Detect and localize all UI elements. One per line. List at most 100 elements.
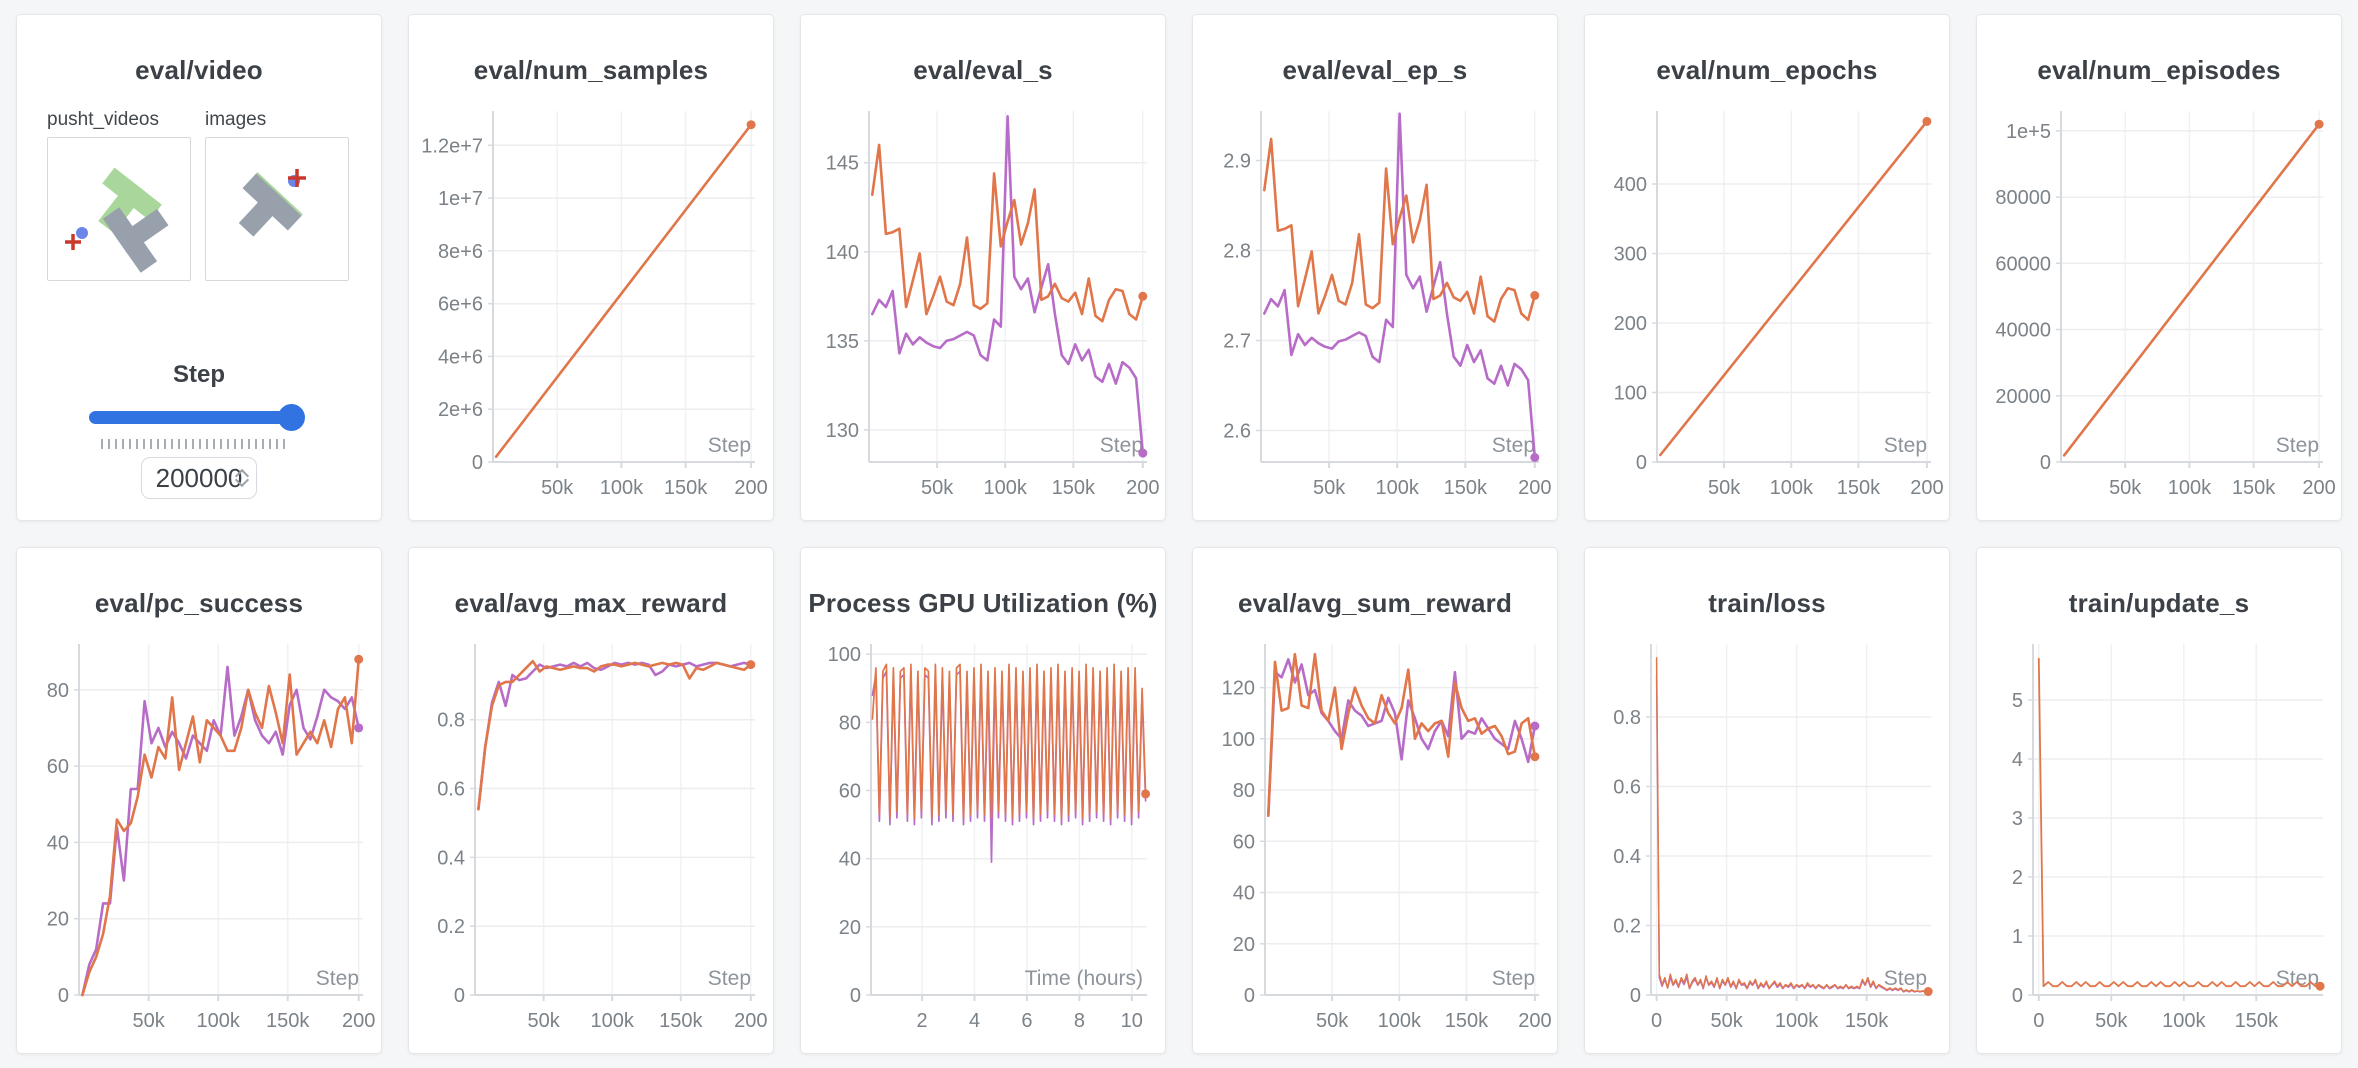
svg-text:Step: Step [2276,434,2319,457]
svg-text:200: 200 [342,1010,375,1032]
svg-text:2: 2 [917,1010,928,1032]
panel-title: eval/eval_s [913,55,1053,85]
svg-text:Step: Step [708,967,751,990]
svg-text:20: 20 [839,917,861,939]
svg-text:2.6: 2.6 [1223,421,1251,443]
panel-train-update-s: train/update_s 0 1 2 3 4 5 0 50k 100k 150k Step [1976,547,2342,1054]
thumbnail-label-pusht-videos: pusht_videos [47,109,159,130]
svg-text:50k: 50k [921,477,954,499]
svg-text:20: 20 [1233,934,1255,956]
panel-title: eval/num_episodes [2037,55,2281,85]
svg-text:10: 10 [1121,1010,1143,1032]
svg-text:0: 0 [454,985,465,1007]
svg-text:Step: Step [1884,967,1927,990]
step-slider[interactable] [89,403,305,431]
chart-eval-eval-s[interactable]: 130 135 140 145 50k 100k 150k 200 Step [811,103,1159,512]
panel-title: eval/num_epochs [1656,55,1878,85]
svg-text:0.8: 0.8 [1613,707,1641,729]
panel-title: train/loss [1708,588,1826,618]
svg-text:150k: 150k [1052,477,1096,499]
chart-train-update-s[interactable]: 0 1 2 3 4 5 0 50k 100k 150k Step [1987,636,2333,1045]
panel-eval-eval-ep-s: eval/eval_ep_s 2.6 2.7 2.8 2.9 50k 100k 150k 20… [1192,14,1558,521]
svg-text:0.2: 0.2 [1613,916,1641,938]
svg-text:150k: 150k [1837,477,1881,499]
svg-text:20: 20 [47,909,69,931]
chart-eval-avg-sum-reward[interactable]: 0 20 40 60 80 100 120 50k 100k 150k 200 Step [1203,636,1551,1045]
slider-tick-ruler [101,439,289,449]
svg-text:50k: 50k [1313,477,1346,499]
svg-text:20000: 20000 [1995,386,2051,408]
svg-text:1.2e+7: 1.2e+7 [421,135,483,157]
slider-track[interactable] [89,411,301,424]
chart-eval-num-episodes[interactable]: 0 20000 40000 60000 80000 1e+5 50k 100k 150k 200 S… [1987,103,2335,512]
svg-text:200: 200 [1518,477,1551,499]
chart-eval-num-samples[interactable]: 0 2e+6 4e+6 6e+6 8e+6 1e+7 1.2e+7 50k 100k 150k 20… [419,103,767,512]
chart-process-gpu-utilization[interactable]: 0 20 40 60 80 100 2 4 6 8 10 Time (hours) [811,636,1157,1045]
pusht-videos-thumbnail[interactable] [47,137,191,281]
svg-text:Step: Step [708,434,751,457]
svg-text:0.6: 0.6 [1613,777,1641,799]
slider-handle[interactable] [278,404,305,431]
svg-text:40: 40 [47,832,69,854]
svg-text:40: 40 [1233,883,1255,905]
svg-text:200: 200 [1518,1010,1551,1032]
svg-text:50k: 50k [527,1010,560,1032]
svg-text:80: 80 [839,712,861,734]
svg-text:100k: 100k [984,477,1028,499]
svg-text:0.4: 0.4 [437,847,465,869]
svg-text:2.9: 2.9 [1223,151,1251,173]
svg-text:1e+5: 1e+5 [2006,121,2051,143]
svg-text:50k: 50k [1708,477,1741,499]
svg-text:Step: Step [1492,434,1535,457]
svg-text:100k: 100k [1378,1010,1422,1032]
svg-text:100k: 100k [600,477,644,499]
svg-text:0: 0 [2012,985,2023,1007]
svg-text:150k: 150k [664,477,708,499]
chart-eval-num-epochs[interactable]: 0 100 200 300 400 50k 100k 150k 200 Step [1595,103,1943,512]
svg-text:400: 400 [1614,174,1647,196]
svg-text:100k: 100k [2162,1010,2206,1032]
svg-text:150k: 150k [659,1010,703,1032]
panel-title: eval/avg_max_reward [454,588,728,618]
panel-process-gpu-utilization: Process GPU Utilization (%) 0 20 40 60 80 100… [800,547,1166,1054]
svg-text:120: 120 [1222,678,1255,700]
chart-train-loss[interactable]: 0 0.2 0.4 0.6 0.8 0 50k 100k 150k Step [1595,636,1941,1045]
svg-text:40: 40 [839,849,861,871]
chart-eval-eval-ep-s[interactable]: 2.6 2.7 2.8 2.9 50k 100k 150k 200 Step [1203,103,1551,512]
svg-text:0.8: 0.8 [437,710,465,732]
svg-text:50k: 50k [1316,1010,1349,1032]
svg-text:0: 0 [472,452,483,474]
svg-text:2.8: 2.8 [1223,241,1251,263]
svg-text:2: 2 [2012,867,2023,889]
step-input[interactable]: 200000 [141,457,257,499]
step-slider-label: Step [172,361,225,388]
panel-title: eval/avg_sum_reward [1237,588,1513,618]
svg-text:0: 0 [1651,1010,1662,1032]
svg-text:150k: 150k [266,1010,310,1032]
step-input-value: 200000 [155,462,243,493]
svg-text:150k: 150k [1444,477,1488,499]
svg-text:200: 200 [1614,313,1647,335]
svg-text:100: 100 [828,644,861,666]
panel-title: eval/num_samples [473,55,709,85]
pusht-video-frame-graphic [65,167,169,273]
svg-text:0: 0 [2040,452,2051,474]
svg-text:100: 100 [1222,729,1255,751]
step-input-spinner[interactable] [234,468,250,488]
svg-text:0: 0 [2033,1010,2044,1032]
image-frame-graphic [238,169,306,237]
svg-text:50k: 50k [2109,477,2142,499]
svg-text:200: 200 [1126,477,1159,499]
svg-text:60: 60 [839,781,861,803]
svg-text:6: 6 [1021,1010,1032,1032]
svg-text:150k: 150k [1845,1010,1889,1032]
svg-text:60: 60 [47,756,69,778]
panel-eval-avg-sum-reward: eval/avg_sum_reward 0 20 40 60 80 100 120 50k 10… [1192,547,1558,1054]
images-thumbnail[interactable] [205,137,349,281]
svg-text:4: 4 [969,1010,980,1032]
chart-eval-avg-max-reward[interactable]: 0 0.2 0.4 0.6 0.8 50k 100k 150k 200 Step [419,636,767,1045]
svg-text:200: 200 [1910,477,1943,499]
svg-text:60: 60 [1233,831,1255,853]
chart-eval-pc-success[interactable]: 0 20 40 60 80 50k 100k 150k 200 Step [27,636,375,1045]
